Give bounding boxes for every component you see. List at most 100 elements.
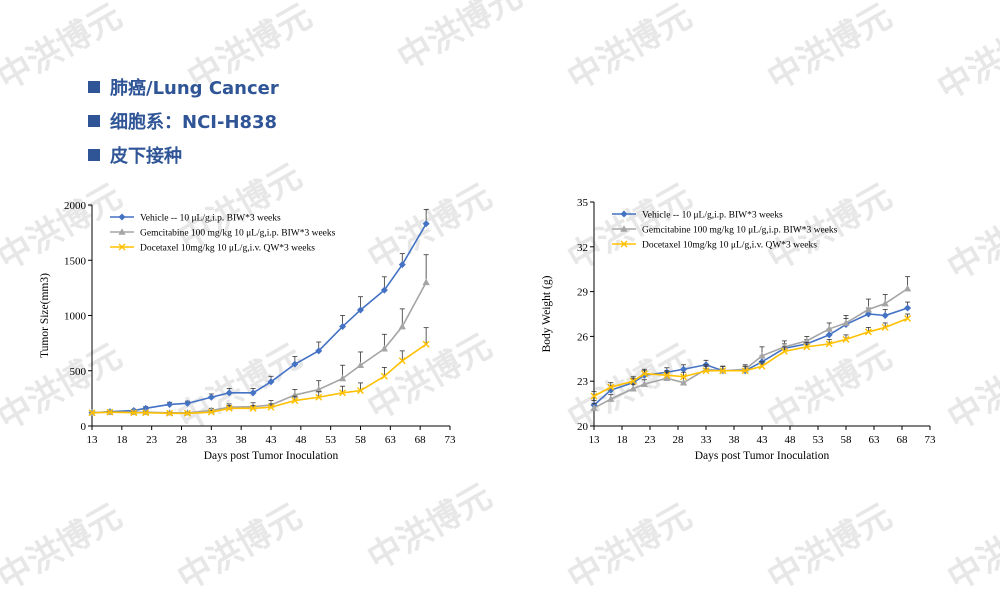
marker-stroke	[106, 408, 114, 416]
tumor-size-chart-svg: 0 500 1000 1500 2000 13 18 23 28 33 38 43 48 53 58 63 68…	[39, 200, 457, 462]
marker-stroke	[803, 343, 811, 351]
watermark-text: 中洪博元	[930, 6, 1000, 109]
marker-docetaxel	[315, 393, 323, 401]
x-tick-label: 23	[645, 434, 657, 446]
marker-stroke	[780, 347, 788, 355]
marker-docetaxel	[680, 373, 688, 381]
marker-gemcitabine	[620, 225, 628, 232]
watermark-text: 中洪博元	[170, 496, 309, 599]
marker-docetaxel	[881, 323, 889, 331]
y-tick-label: 29	[577, 287, 589, 299]
marker-stroke	[88, 409, 96, 417]
marker-vehicle	[249, 389, 257, 397]
y-axis-title: Body Weight (g)	[541, 275, 553, 352]
marker-gemcitabine	[758, 352, 766, 359]
marker-docetaxel	[803, 343, 811, 351]
marker-docetaxel	[640, 370, 648, 378]
marker-vehicle	[620, 210, 628, 218]
marker-stroke	[380, 372, 388, 380]
bullet-list: 肺癌/Lung Cancer 细胞系：NCI-H838 皮下接种	[88, 70, 279, 172]
marker-docetaxel	[741, 367, 749, 375]
marker-stroke	[207, 408, 215, 416]
marker-gemcitabine	[356, 361, 365, 369]
marker-stroke	[142, 409, 150, 417]
marker-vehicle	[267, 378, 275, 386]
x-tick-label: 23	[146, 434, 158, 446]
x-tick-label: 18	[116, 434, 128, 446]
marker-gemcitabine	[825, 325, 833, 332]
series-vehicle	[590, 301, 912, 409]
marker-docetaxel	[398, 357, 406, 365]
marker-stroke	[225, 404, 233, 412]
series-line-vehicle	[593, 307, 908, 406]
x-tick-label: 68	[897, 434, 909, 446]
legend-label-gemcitabine: Gemcitabine 100 mg/kg 10 μL/g,i.p. BIW*3…	[140, 229, 336, 239]
marker-docetaxel	[629, 377, 637, 385]
x-tick-label: 18	[617, 434, 629, 446]
x-tick-label: 33	[701, 434, 713, 446]
marker-stroke	[758, 362, 766, 370]
watermark-text: 中洪博元	[560, 496, 699, 599]
marker-gemcitabine	[640, 380, 648, 387]
y-tick-label: 0	[81, 421, 87, 433]
marker-stroke	[590, 392, 598, 400]
marker-stroke	[607, 383, 615, 391]
marker-gemcitabine	[904, 284, 912, 292]
marker-stroke	[183, 409, 191, 417]
x-tick-label: 28	[673, 434, 685, 446]
bullet-cell-line: 细胞系：NCI-H838	[110, 112, 278, 133]
marker-gemcitabine	[590, 404, 598, 411]
marker-stroke	[339, 389, 347, 397]
marker-gemcitabine	[881, 299, 889, 307]
marker-docetaxel	[702, 367, 710, 375]
marker-gemcitabine	[339, 374, 347, 382]
x-tick-label: 38	[729, 434, 741, 446]
marker-vehicle	[398, 261, 406, 269]
watermark-text: 中洪博元	[390, 0, 529, 79]
y-tick-label: 26	[577, 331, 589, 343]
tumor-size-chart: 0 500 1000 1500 2000 13 18 23 28 33 38 43 48 53 58 63 68…	[30, 190, 470, 474]
marker-gemcitabine	[315, 385, 323, 393]
x-axis-title: Days post Tumor Inoculation	[695, 450, 830, 462]
marker-gemcitabine	[380, 344, 388, 352]
marker-docetaxel	[339, 389, 347, 397]
x-tick-label: 63	[869, 434, 881, 446]
marker-stroke	[166, 409, 174, 417]
marker-stroke	[842, 335, 850, 343]
marker-vehicle	[881, 311, 889, 319]
marker-vehicle	[904, 304, 912, 312]
marker-docetaxel	[291, 397, 299, 405]
y-tick-label: 2000	[64, 200, 87, 212]
marker-gemcitabine	[663, 374, 671, 382]
marker-docetaxel	[780, 347, 788, 355]
marker-stroke	[291, 397, 299, 405]
legend-label-vehicle: Vehicle -- 10 μL/g,i.p. BIW*3 weeks	[642, 211, 783, 221]
bullet-inoculation: 皮下接种	[110, 146, 182, 167]
x-tick-label: 63	[385, 434, 397, 446]
marker-vehicle	[339, 323, 347, 331]
marker-docetaxel	[142, 409, 150, 417]
series-gemcitabine	[590, 276, 912, 411]
x-tick-label: 73	[445, 434, 457, 446]
marker-stroke	[130, 409, 138, 417]
marker-stroke	[680, 373, 688, 381]
marker-vehicle	[680, 365, 688, 373]
watermark-text: 中洪博元	[0, 496, 129, 599]
x-tick-label: 48	[785, 434, 797, 446]
marker-vehicle	[225, 389, 233, 397]
marker-stroke	[267, 403, 275, 411]
marker-stroke	[398, 357, 406, 365]
bullet-square	[88, 149, 100, 161]
marker-gemcitabine	[680, 378, 688, 386]
marker-stroke	[741, 367, 749, 375]
marker-vehicle	[825, 331, 833, 339]
marker-stroke	[118, 243, 126, 251]
y-tick-label: 1500	[64, 255, 87, 267]
marker-stroke	[904, 314, 912, 322]
marker-docetaxel	[166, 409, 174, 417]
marker-docetaxel	[620, 240, 628, 248]
marker-docetaxel	[422, 340, 430, 348]
x-tick-label: 58	[355, 434, 367, 446]
marker-stroke	[640, 370, 648, 378]
marker-vehicle	[166, 400, 174, 408]
